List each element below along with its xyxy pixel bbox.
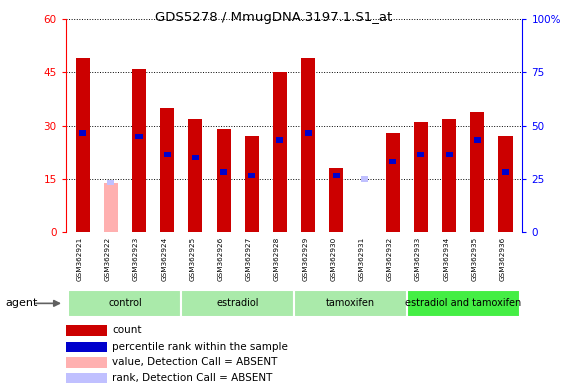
Bar — [471, 112, 484, 232]
Text: GSM362936: GSM362936 — [500, 237, 505, 281]
Bar — [498, 136, 513, 232]
Bar — [361, 176, 368, 182]
Text: count: count — [112, 326, 142, 336]
Text: estradiol: estradiol — [216, 298, 259, 308]
Text: GSM362929: GSM362929 — [302, 237, 308, 281]
Bar — [389, 159, 396, 164]
Bar — [474, 137, 481, 142]
Bar — [188, 119, 203, 232]
Bar — [79, 130, 86, 136]
Text: estradiol and tamoxifen: estradiol and tamoxifen — [405, 298, 521, 308]
Bar — [160, 108, 174, 232]
Text: control: control — [108, 298, 142, 308]
Bar — [75, 58, 90, 232]
Text: GSM362933: GSM362933 — [415, 237, 421, 281]
Text: tamoxifen: tamoxifen — [326, 298, 375, 308]
Bar — [220, 169, 227, 175]
Text: GSM362924: GSM362924 — [161, 237, 167, 281]
Bar — [245, 136, 259, 232]
Text: GSM362921: GSM362921 — [77, 237, 83, 281]
Text: GSM362934: GSM362934 — [443, 237, 449, 281]
Bar — [164, 152, 171, 157]
Text: GSM362931: GSM362931 — [359, 237, 364, 281]
Bar — [329, 169, 343, 232]
Bar — [216, 129, 231, 232]
Bar — [502, 169, 509, 175]
Bar — [276, 137, 283, 142]
Bar — [305, 130, 312, 136]
Text: GSM362935: GSM362935 — [471, 237, 477, 281]
Bar — [301, 58, 315, 232]
Bar — [66, 342, 107, 352]
Bar — [417, 152, 424, 157]
Bar — [135, 134, 143, 139]
Bar — [132, 69, 146, 232]
Bar — [69, 290, 181, 317]
Bar — [107, 180, 114, 185]
Text: GDS5278 / MmugDNA.3197.1.S1_at: GDS5278 / MmugDNA.3197.1.S1_at — [155, 11, 393, 24]
Bar — [66, 373, 107, 383]
Text: rank, Detection Call = ABSENT: rank, Detection Call = ABSENT — [112, 373, 273, 383]
Text: GSM362932: GSM362932 — [387, 237, 393, 281]
Bar — [66, 325, 107, 336]
Text: GSM362925: GSM362925 — [190, 237, 195, 281]
Bar — [248, 173, 255, 178]
Text: GSM362930: GSM362930 — [331, 237, 336, 281]
Bar — [445, 152, 453, 157]
Bar — [442, 119, 456, 232]
Text: GSM362928: GSM362928 — [274, 237, 280, 281]
Bar — [192, 155, 199, 161]
Text: percentile rank within the sample: percentile rank within the sample — [112, 342, 288, 352]
Text: value, Detection Call = ABSENT: value, Detection Call = ABSENT — [112, 358, 278, 367]
Bar — [385, 133, 400, 232]
Text: GSM362926: GSM362926 — [218, 237, 224, 281]
Bar — [181, 290, 294, 317]
Bar — [104, 183, 118, 232]
Text: GSM362923: GSM362923 — [133, 237, 139, 281]
Bar — [333, 173, 340, 178]
Bar — [414, 122, 428, 232]
Text: GSM362922: GSM362922 — [105, 237, 111, 281]
Bar — [273, 73, 287, 232]
Bar — [407, 290, 520, 317]
Text: GSM362927: GSM362927 — [246, 237, 252, 281]
Text: agent: agent — [6, 298, 38, 308]
Bar — [294, 290, 407, 317]
Bar — [66, 357, 107, 368]
